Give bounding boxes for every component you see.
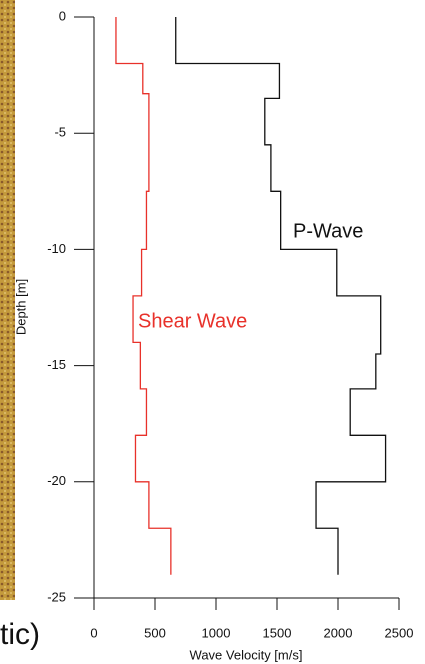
y-tick-label: -20 [47, 473, 66, 488]
y-tick-label: -10 [47, 241, 66, 256]
chart: tic) Depth [m] Wave Velocity [m/s] 0 -5 -1… [0, 0, 425, 664]
profile-line [116, 17, 171, 575]
y-tick-label: -25 [47, 589, 66, 604]
y-tick-label: -5 [54, 125, 66, 140]
y-tick-label: -15 [47, 357, 66, 372]
series-label: Shear Wave [138, 310, 247, 332]
y-axis-label: Depth [m] [13, 279, 28, 335]
series-label: P-Wave [293, 220, 363, 242]
x-tick-label: 500 [144, 625, 166, 640]
x-tick-label: 0 [90, 625, 97, 640]
x-tick-label: 1000 [202, 625, 231, 640]
x-tick-label: 2500 [385, 625, 414, 640]
x-tick-label: 2000 [324, 625, 353, 640]
profile-line [176, 17, 386, 575]
cropped-text: tic) [0, 618, 40, 651]
x-tick-label: 1500 [263, 625, 292, 640]
y-tick-label: 0 [59, 8, 66, 23]
x-axis-label: Wave Velocity [m/s] [190, 647, 303, 662]
